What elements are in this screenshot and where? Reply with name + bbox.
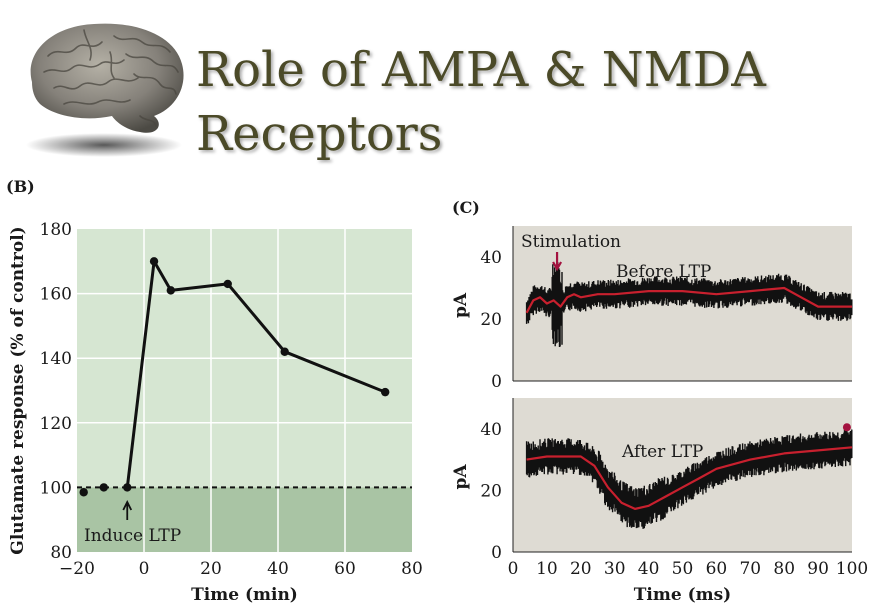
brain-logo [14,12,194,162]
panel-b-ticks: −20 0 20 40 60 80 80 100 120 140 160 180 [40,220,423,579]
panel-c-letter: (C) [452,198,480,217]
panel-c-y-tick-label: 20 [480,310,502,330]
slide-title-line-1: Role of AMPA & NMDA [196,42,766,98]
panel-b-x-tick-label: 80 [401,559,423,579]
panel-c-mean-line [525,286,852,314]
panel-c-x-tick-label: 10 [536,559,558,579]
slide-title-line-2: Receptors [196,106,443,162]
panel-c-x-tick-label: 80 [773,559,795,579]
panel-b-y-tick-label: 160 [40,285,72,305]
panel-c-stimulation-label: Stimulation [521,232,621,252]
panel-b-data-point [123,483,132,492]
panel-b-data-point [381,387,390,397]
panel-b-data-point [99,483,109,492]
panel-b-data-point [280,347,289,356]
panel-b-y-tick-label: 120 [40,414,72,434]
panel-b-y-tick-label: 80 [50,543,72,563]
panel-c-x-tick-label: 90 [807,559,829,579]
panel-c-x-tick-label: 40 [638,559,660,579]
panel-b-data-point [223,279,232,289]
panel-b-x-tick-label: 40 [267,559,289,579]
panel-b-series-line [125,259,386,488]
panel-c-stimulation-arrow [552,252,563,272]
panel-b-data-point [149,257,159,266]
panel-b-lower-band [77,487,412,552]
panel-b-y-tick-label: 100 [40,478,72,498]
panel-c-subplot: 0 20 40 pA After LTP [451,398,853,563]
panel-c-y-axis-label: pA [451,292,471,318]
panel-c-y-tick-label: 0 [491,372,502,392]
panel-b-x-tick-label: 0 [139,559,150,579]
brain-illustration [26,23,184,157]
panel-c-x-tick-label: 50 [672,559,694,579]
panel-b-induce-arrow [122,499,133,520]
panel-b-y-tick-label: 140 [40,349,72,369]
panel-c-y-tick-label: 20 [480,481,502,501]
panel-c-y-tick-label: 40 [480,248,502,268]
panel-b-x-axis-label: Time (min) [191,585,298,605]
panel-b-grid [77,229,412,552]
panel-b-x-tick-label: 60 [334,559,356,579]
panel-c-x-tick-label: 30 [604,559,626,579]
panel-c-chart: 0 20 40 pA Stimulation Before LTP 0 20 40 pA After… [451,226,868,579]
panel-c-subplot-label: After LTP [621,442,703,462]
panel-b-y-tick-label: 180 [40,220,72,240]
panel-b-letter: (B) [6,177,35,196]
panel-b-chart: −20 0 20 40 60 80 80 100 120 140 160 180 Induce LTP… [8,220,423,605]
panel-c-mean-line [526,446,853,510]
panel-b-data-point [166,286,175,295]
panel-c-subplot-label: Before LTP [616,262,711,282]
panel-c-y-axis-label: pA [451,464,471,490]
slide-title: Role of AMPA & NMDA Receptors [196,38,766,166]
panel-b-y-axis-label: Glutamate response (% of control) [8,226,28,554]
panel-b-data-point [79,488,88,497]
panel-c-x-tick-label: 100 [836,559,868,579]
panel-c-subplot: 0 20 40 pA Stimulation Before LTP [451,226,853,392]
panel-c-x-tick-label: 70 [739,559,761,579]
panel-b-x-tick-label: 20 [200,559,222,579]
panel-c-plot-area [513,398,852,552]
panel-c-y-tick-label: 40 [480,420,502,440]
panel-b-points [79,257,390,497]
panel-c-x-tick-label: 20 [570,559,592,579]
panel-b-x-tick-label: −20 [59,559,95,579]
panel-c-end-marker [842,423,851,432]
panel-c-x-axis-label: Time (ms) [634,585,731,605]
panel-b-induce-ltp-label: Induce LTP [84,526,181,546]
panel-c-x-tick-label: 0 [508,559,519,579]
panel-c-y-tick-label: 0 [491,543,502,563]
panel-c-x-tick-label: 60 [706,559,728,579]
